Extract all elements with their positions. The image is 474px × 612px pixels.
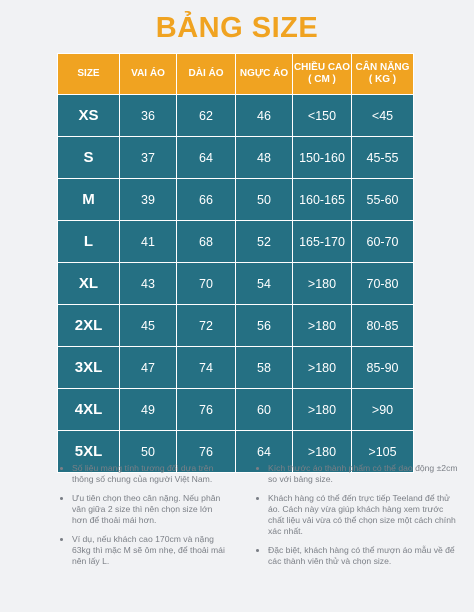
note-item: Ưu tiên chọn theo cân nặng. Nếu phân vân…: [72, 493, 227, 526]
cell-shoulder: 43: [119, 262, 177, 305]
cell-weight: <45: [351, 94, 414, 137]
cell-shoulder: 45: [119, 304, 177, 347]
page-title: BẢNG SIZE: [155, 12, 319, 44]
cell-weight: 60-70: [351, 220, 414, 263]
cell-length: 62: [176, 94, 236, 137]
cell-size: M: [57, 178, 120, 221]
cell-height: >180: [292, 430, 352, 473]
cell-shoulder: 49: [119, 388, 177, 431]
cell-length: 76: [176, 430, 236, 473]
cell-weight: 45-55: [351, 136, 414, 179]
cell-shoulder: 41: [119, 220, 177, 263]
table-row: L 41 68 52 165-170 60-70: [57, 220, 414, 263]
cell-chest: 46: [235, 94, 293, 137]
cell-length: 64: [176, 136, 236, 179]
cell-height: 165-170: [292, 220, 352, 263]
cell-height: >180: [292, 346, 352, 389]
notes-left: Số liệu mang tính tương đối dựa trên thô…: [62, 463, 227, 575]
note-item: Đặc biệt, khách hàng có thể mượn áo mẫu …: [268, 545, 458, 567]
table-row: 4XL 49 76 60 >180 >90: [57, 388, 414, 431]
cell-chest: 60: [235, 388, 293, 431]
size-table: SIZE VAI ÁO DÀI ÁO NGỰC ÁO CHIỀU CAO( CM…: [57, 53, 414, 473]
note-item: Khách hàng có thể đến trực tiếp Teeland …: [268, 493, 458, 537]
cell-chest: 58: [235, 346, 293, 389]
note-item: Số liệu mang tính tương đối dựa trên thô…: [72, 463, 227, 485]
cell-height: 160-165: [292, 178, 352, 221]
header-size: SIZE: [57, 53, 120, 95]
cell-weight: 80-85: [351, 304, 414, 347]
cell-weight: >90: [351, 388, 414, 431]
cell-shoulder: 36: [119, 94, 177, 137]
table-row: XL 43 70 54 >180 70-80: [57, 262, 414, 305]
header-shoulder: VAI ÁO: [119, 53, 177, 95]
cell-shoulder: 39: [119, 178, 177, 221]
header-weight: CÂN NẶNG( KG ): [351, 53, 414, 95]
table-row: 3XL 47 74 58 >180 85-90: [57, 346, 414, 389]
cell-size: 4XL: [57, 388, 120, 431]
cell-weight: 70-80: [351, 262, 414, 305]
cell-size: 2XL: [57, 304, 120, 347]
cell-length: 70: [176, 262, 236, 305]
cell-length: 76: [176, 388, 236, 431]
notes-right: Kích thước áo thành phẩm có thể dao động…: [258, 463, 458, 575]
cell-height: >180: [292, 262, 352, 305]
cell-size: L: [57, 220, 120, 263]
header-chest: NGỰC ÁO: [235, 53, 293, 95]
note-item: Ví dụ, nếu khách cao 170cm và nặng 63kg …: [72, 534, 227, 567]
cell-chest: 56: [235, 304, 293, 347]
cell-weight: >105: [351, 430, 414, 473]
cell-shoulder: 47: [119, 346, 177, 389]
cell-length: 68: [176, 220, 236, 263]
cell-length: 66: [176, 178, 236, 221]
cell-size: 5XL: [57, 430, 120, 473]
cell-weight: 55-60: [351, 178, 414, 221]
cell-size: XL: [57, 262, 120, 305]
cell-height: >180: [292, 304, 352, 347]
cell-chest: 54: [235, 262, 293, 305]
table-row: 5XL 50 76 64 >180 >105: [57, 430, 414, 473]
cell-weight: 85-90: [351, 346, 414, 389]
table-row: M 39 66 50 160-165 55-60: [57, 178, 414, 221]
cell-height: >180: [292, 388, 352, 431]
cell-size: XS: [57, 94, 120, 137]
cell-length: 74: [176, 346, 236, 389]
cell-size: S: [57, 136, 120, 179]
cell-chest: 52: [235, 220, 293, 263]
cell-height: <150: [292, 94, 352, 137]
table-row: 2XL 45 72 56 >180 80-85: [57, 304, 414, 347]
cell-size: 3XL: [57, 346, 120, 389]
table-row: S 37 64 48 150-160 45-55: [57, 136, 414, 179]
cell-length: 72: [176, 304, 236, 347]
table-row: XS 36 62 46 <150 <45: [57, 94, 414, 137]
cell-height: 150-160: [292, 136, 352, 179]
header-length: DÀI ÁO: [176, 53, 236, 95]
header-height: CHIỀU CAO( CM ): [292, 53, 352, 95]
cell-chest: 48: [235, 136, 293, 179]
cell-shoulder: 37: [119, 136, 177, 179]
note-item: Kích thước áo thành phẩm có thể dao động…: [268, 463, 458, 485]
table-header-row: SIZE VAI ÁO DÀI ÁO NGỰC ÁO CHIỀU CAO( CM…: [57, 53, 414, 95]
cell-chest: 50: [235, 178, 293, 221]
